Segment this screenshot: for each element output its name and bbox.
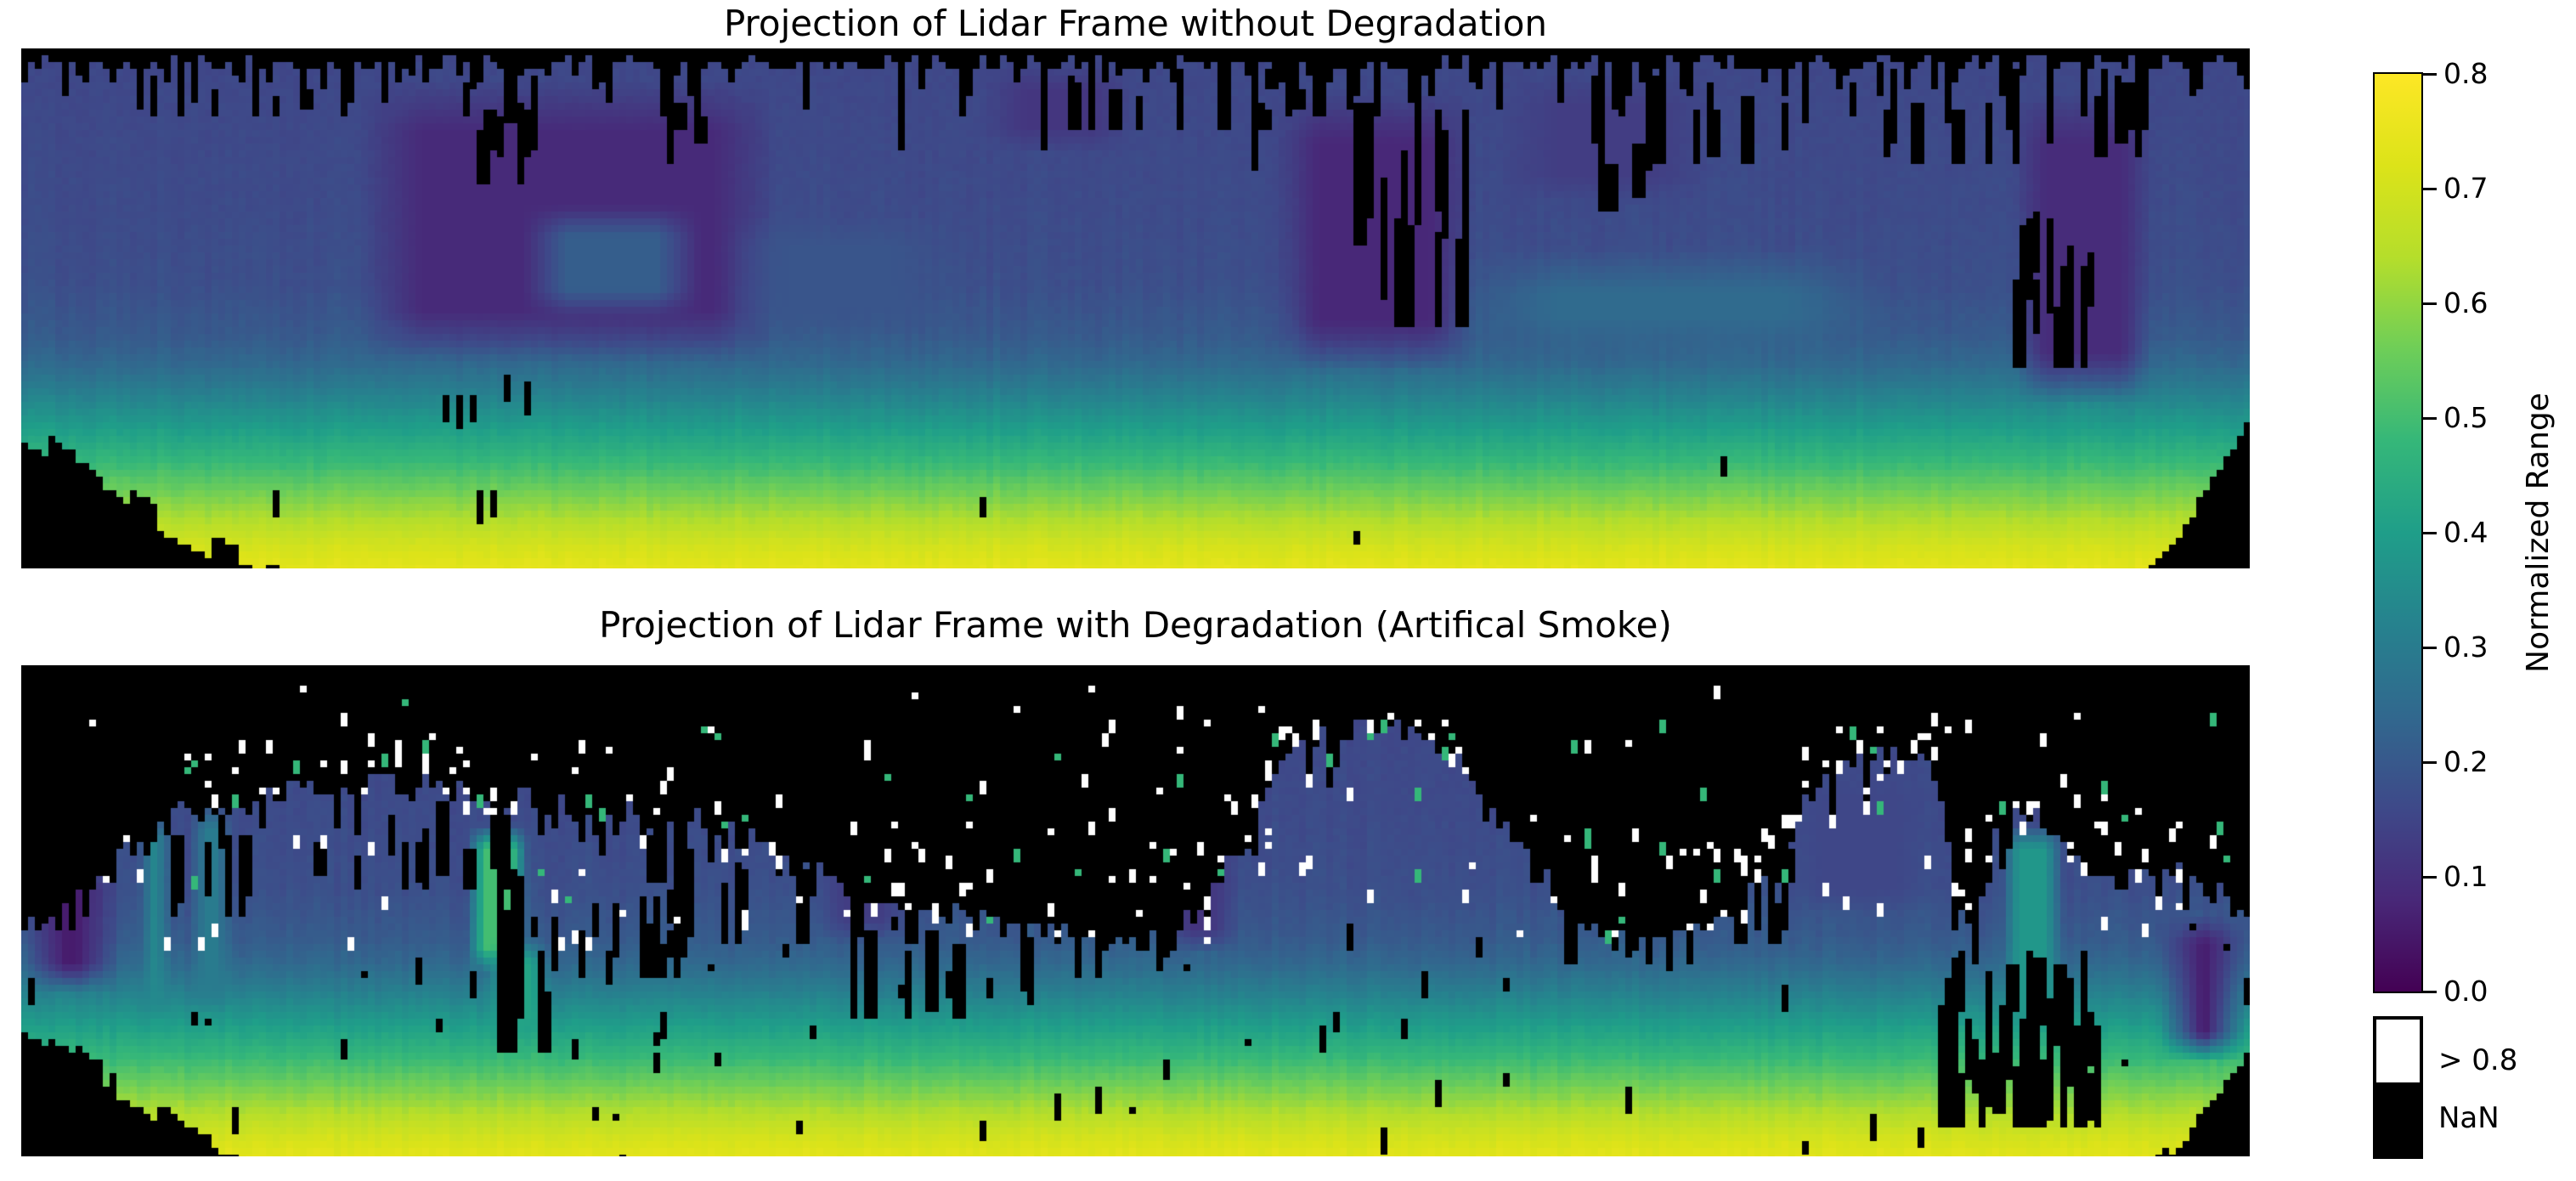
colorbar-tick	[2423, 187, 2437, 190]
legend-over-label: > 0.8	[2438, 1043, 2518, 1077]
colorbar-tick	[2423, 875, 2437, 879]
colorbar-tick-label: 0.3	[2443, 630, 2488, 664]
colorbar-tick-label: 0.8	[2443, 57, 2488, 90]
colorbar-axis-label: Normalized Range	[2521, 393, 2556, 673]
colorbar-tick	[2423, 302, 2437, 305]
legend-over-swatch	[2373, 1016, 2423, 1086]
colorbar-tick-label: 0.0	[2443, 975, 2488, 1008]
colorbar-tick	[2423, 990, 2437, 993]
colorbar-tick-label: 0.2	[2443, 745, 2488, 778]
colorbar-tick-label: 0.6	[2443, 286, 2488, 319]
colorbar-tick	[2423, 72, 2437, 76]
colorbar-tick-label: 0.1	[2443, 860, 2488, 893]
legend-nan-label: NaN	[2438, 1101, 2500, 1135]
colorbar-tick-label: 0.7	[2443, 172, 2488, 205]
colorbar-tick	[2423, 760, 2437, 764]
colorbar-tick-label: 0.4	[2443, 516, 2488, 549]
colorbar	[2373, 72, 2423, 993]
colorbar-tick-label: 0.5	[2443, 401, 2488, 434]
colorbar-tick	[2423, 646, 2437, 649]
colorbar-tick	[2423, 531, 2437, 534]
panel2-heatmap	[21, 665, 2250, 1156]
colorbar-tick	[2423, 416, 2437, 420]
panel1-heatmap	[21, 48, 2250, 568]
legend-nan-swatch	[2373, 1086, 2423, 1159]
panel2-title: Projection of Lidar Frame with Degradati…	[599, 604, 1672, 646]
panel1-title: Projection of Lidar Frame without Degrad…	[723, 3, 1548, 44]
